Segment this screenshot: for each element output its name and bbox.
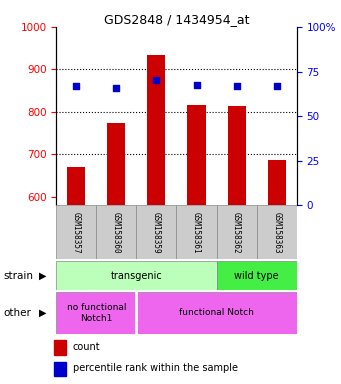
- Point: [114, 85, 119, 91]
- Point: [154, 76, 159, 83]
- Bar: [56, 205, 97, 259]
- Bar: [96, 205, 136, 259]
- Text: ▶: ▶: [39, 308, 47, 318]
- Text: GSM158359: GSM158359: [152, 212, 161, 253]
- Bar: [268, 161, 286, 205]
- Bar: [188, 105, 206, 205]
- Text: other: other: [3, 308, 31, 318]
- Text: transgenic: transgenic: [110, 270, 162, 281]
- Text: GSM158357: GSM158357: [72, 212, 81, 253]
- Text: wild type: wild type: [234, 270, 279, 281]
- Bar: [56, 292, 136, 334]
- Title: GDS2848 / 1434954_at: GDS2848 / 1434954_at: [104, 13, 249, 26]
- Bar: [217, 205, 257, 259]
- Text: GSM158360: GSM158360: [112, 212, 121, 253]
- Bar: [136, 292, 297, 334]
- Point: [274, 83, 279, 89]
- Text: no functional
Notch1: no functional Notch1: [66, 303, 126, 323]
- Point: [194, 82, 199, 88]
- Bar: [147, 55, 165, 205]
- Bar: [55, 341, 65, 354]
- Bar: [217, 261, 297, 290]
- Bar: [107, 123, 125, 205]
- Bar: [177, 205, 217, 259]
- Point: [234, 83, 239, 89]
- Text: count: count: [73, 342, 101, 352]
- Bar: [136, 205, 177, 259]
- Bar: [257, 205, 297, 259]
- Bar: [67, 167, 85, 205]
- Point: [74, 83, 79, 89]
- Text: functional Notch: functional Notch: [179, 308, 254, 318]
- Text: strain: strain: [3, 270, 33, 281]
- Bar: [227, 106, 246, 205]
- Bar: [55, 362, 65, 376]
- Text: GSM158362: GSM158362: [232, 212, 241, 253]
- Text: GSM158361: GSM158361: [192, 212, 201, 253]
- Text: GSM158363: GSM158363: [272, 212, 281, 253]
- Text: percentile rank within the sample: percentile rank within the sample: [73, 363, 238, 373]
- Bar: [56, 261, 217, 290]
- Text: ▶: ▶: [39, 270, 47, 281]
